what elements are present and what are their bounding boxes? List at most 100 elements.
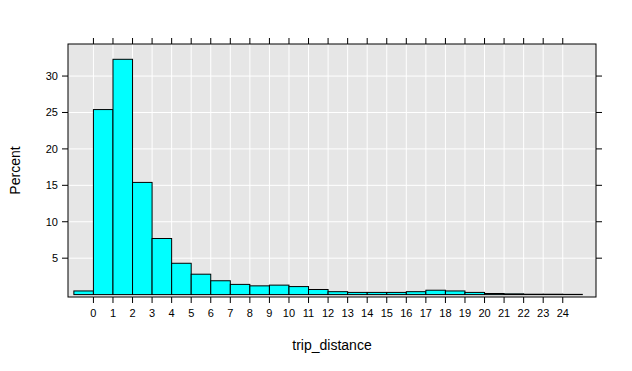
x-tick-label: 24 <box>557 307 569 319</box>
histogram-bar <box>152 239 172 295</box>
x-tick-label: 11 <box>303 307 314 319</box>
x-tick-top <box>445 38 446 44</box>
chart-root: 0123456789101112131415161718192021222324… <box>0 0 632 371</box>
x-tick-bottom <box>269 297 270 303</box>
grid-line-y <box>68 76 596 77</box>
x-tick-top <box>504 38 505 44</box>
x-axis-label: trip_distance <box>292 337 372 353</box>
x-tick-top <box>152 38 153 44</box>
x-tick-top <box>406 38 407 44</box>
y-tick-right <box>596 185 602 186</box>
x-tick-top <box>112 38 113 44</box>
histogram-bar <box>93 110 113 295</box>
x-tick-top <box>386 38 387 44</box>
x-tick-bottom <box>347 297 348 303</box>
x-tick-label: 6 <box>208 307 214 319</box>
x-tick-top <box>171 38 172 44</box>
x-tick-top <box>367 38 368 44</box>
x-tick-bottom <box>406 297 407 303</box>
x-tick-label: 8 <box>247 307 253 319</box>
x-tick-bottom <box>191 297 192 303</box>
x-tick-bottom <box>171 297 172 303</box>
x-tick-bottom <box>308 297 309 303</box>
x-tick-bottom <box>425 297 426 303</box>
x-tick-bottom <box>543 297 544 303</box>
grid-line-y <box>68 148 596 149</box>
x-tick-top <box>464 38 465 44</box>
y-tick-left <box>62 221 68 222</box>
y-tick-right <box>596 112 602 113</box>
x-tick-label: 7 <box>227 307 233 319</box>
plot-frame <box>68 44 596 297</box>
y-tick-right <box>596 148 602 149</box>
x-tick-top <box>249 38 250 44</box>
y-tick-left <box>62 76 68 77</box>
histogram-bar <box>230 284 250 294</box>
x-tick-bottom <box>230 297 231 303</box>
x-tick-bottom <box>152 297 153 303</box>
x-tick-label: 0 <box>90 307 96 319</box>
x-tick-top <box>93 38 94 44</box>
x-tick-bottom <box>523 297 524 303</box>
y-tick-label: 15 <box>46 179 58 191</box>
grid-line-x <box>543 44 544 297</box>
y-tick-label: 10 <box>46 216 58 228</box>
bars <box>74 59 582 294</box>
histogram-bar <box>426 290 446 294</box>
x-tick-bottom <box>562 297 563 303</box>
x-tick-top <box>347 38 348 44</box>
grid-line-x <box>328 44 329 297</box>
histogram-bar <box>172 263 192 294</box>
x-tick-bottom <box>132 297 133 303</box>
grid-line-x <box>504 44 505 297</box>
histogram-bar <box>504 293 524 295</box>
histogram-bar <box>406 292 426 295</box>
x-tick-label: 9 <box>266 307 272 319</box>
grid-line-x <box>523 44 524 297</box>
grid-line-x <box>210 44 211 297</box>
grid-line-y <box>68 112 596 113</box>
y-tick-right <box>596 76 602 77</box>
histogram-bar <box>191 274 211 294</box>
x-tick-bottom <box>386 297 387 303</box>
x-tick-bottom <box>464 297 465 303</box>
x-tick-bottom <box>93 297 94 303</box>
x-tick-top <box>328 38 329 44</box>
histogram-bar <box>250 286 270 295</box>
histogram-bar <box>367 292 387 294</box>
x-tick-top <box>288 38 289 44</box>
grid-line-x <box>191 44 192 297</box>
histogram-bar <box>465 292 485 294</box>
grid-line-x <box>249 44 250 297</box>
x-tick-label: 20 <box>478 307 490 319</box>
y-tick-left <box>62 112 68 113</box>
grid-line-x <box>347 44 348 297</box>
grid-line-x <box>288 44 289 297</box>
x-tick-top <box>191 38 192 44</box>
x-tick-bottom <box>210 297 211 303</box>
grid-line-x <box>464 44 465 297</box>
x-tick-label: 16 <box>400 307 412 319</box>
histogram-bar <box>113 59 133 294</box>
ticks <box>62 38 602 303</box>
x-tick-label: 15 <box>381 307 393 319</box>
plot-background <box>68 44 596 297</box>
histogram-bar <box>74 291 94 295</box>
x-tick-bottom <box>328 297 329 303</box>
histogram-bar <box>211 281 231 295</box>
x-tick-label: 4 <box>169 307 175 319</box>
grid-line-x <box>308 44 309 297</box>
x-tick-bottom <box>445 297 446 303</box>
x-tick-top <box>523 38 524 44</box>
y-tick-label: 30 <box>46 70 58 82</box>
histogram-bar <box>289 287 309 295</box>
y-tick-left <box>62 185 68 186</box>
histogram-bar <box>524 294 544 295</box>
x-tick-label: 22 <box>518 307 530 319</box>
y-tick-left <box>62 258 68 259</box>
x-tick-top <box>308 38 309 44</box>
histogram-bar <box>485 294 505 295</box>
x-tick-label: 21 <box>498 307 510 319</box>
y-tick-left <box>62 148 68 149</box>
x-tick-label: 3 <box>149 307 155 319</box>
